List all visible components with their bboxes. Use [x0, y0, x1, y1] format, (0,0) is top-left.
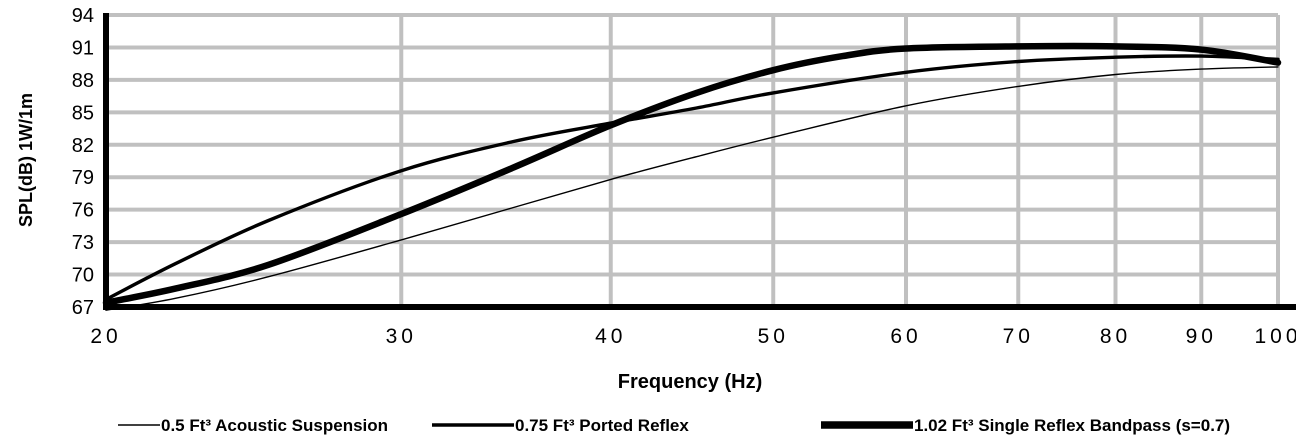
series-line-1	[105, 66, 1279, 311]
legend-label: 0.75 Ft³ Ported Reflex	[515, 416, 689, 435]
x-axis-label: Frequency (Hz)	[618, 371, 762, 393]
y-tick-label: 70	[72, 265, 94, 287]
x-tick-label: 40	[595, 325, 626, 348]
y-tick-label: 67	[72, 297, 94, 319]
x-tick-label: 20	[90, 325, 121, 348]
x-tick-label: 50	[758, 325, 789, 348]
x-tick-label: 80	[1100, 325, 1131, 348]
y-tick-label: 76	[72, 200, 94, 222]
y-tick-label: 79	[72, 167, 94, 189]
tick-labels: 67 70 73 76 79 82 85 88 91 94 20 30 40 50 60 70 80 90 100	[72, 5, 1296, 348]
legend-label: 1.02 Ft³ Single Reflex Bandpass (s=0.7)	[914, 416, 1230, 435]
x-tick-label: 90	[1186, 325, 1217, 348]
legend: 0.5 Ft³ Acoustic Suspension 0.75 Ft³ Port…	[118, 416, 1230, 435]
series-line-3	[102, 42, 1282, 306]
x-tick-label: 70	[1003, 325, 1034, 348]
y-tick-label: 88	[72, 70, 94, 92]
y-tick-label: 85	[72, 102, 94, 124]
y-tick-label: 91	[72, 37, 94, 59]
y-tick-label: 94	[72, 5, 94, 27]
x-tick-label: 30	[386, 325, 417, 348]
y-axis-label: SPL(dB) 1W/1m	[16, 93, 36, 227]
x-tick-label: 60	[890, 325, 921, 348]
x-tick-label: 100	[1254, 325, 1296, 348]
y-tick-label: 82	[72, 135, 94, 157]
y-tick-label: 73	[72, 232, 94, 254]
series-line-2	[104, 54, 1280, 302]
legend-label: 0.5 Ft³ Acoustic Suspension	[161, 416, 388, 435]
grid	[106, 13, 1280, 307]
series-group	[102, 42, 1282, 311]
axes	[103, 13, 1296, 310]
